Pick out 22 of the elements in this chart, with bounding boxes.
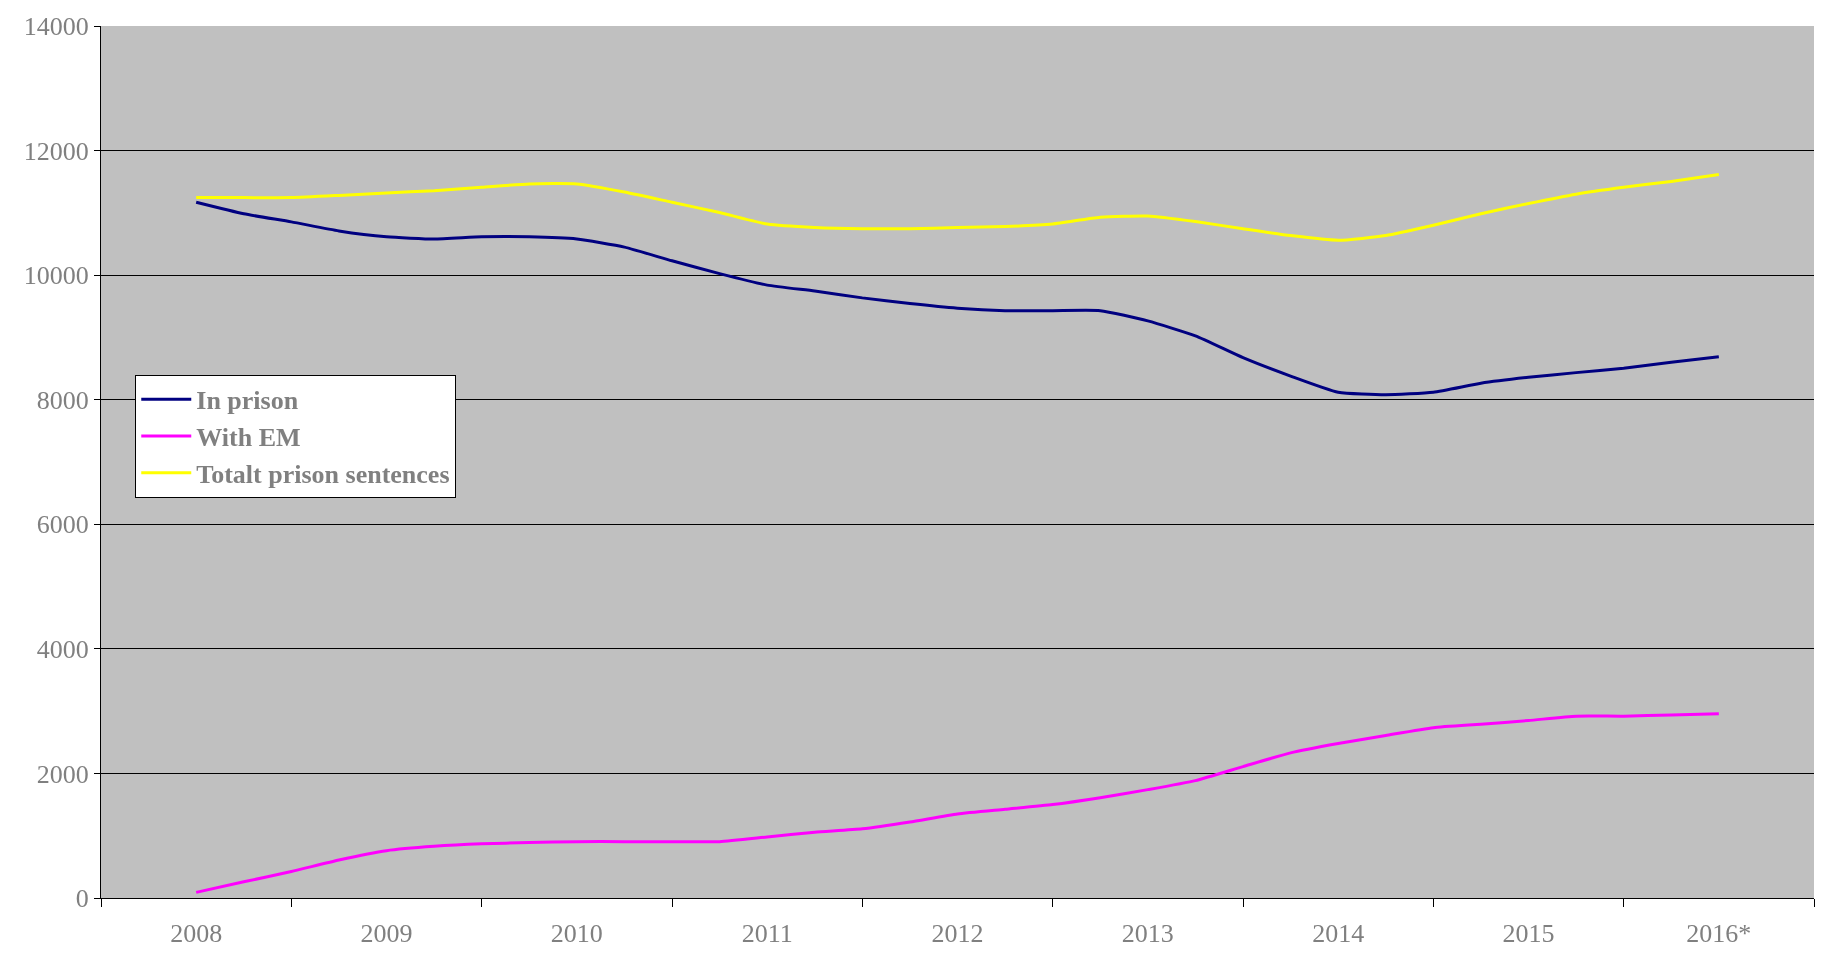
y-tick-label: 8000 xyxy=(36,385,89,415)
x-tick-label: 2010 xyxy=(550,919,603,949)
y-tick-label: 12000 xyxy=(23,136,89,166)
y-tick-label: 2000 xyxy=(36,759,89,789)
line-series xyxy=(194,173,1721,242)
x-tick-label: 2016* xyxy=(1686,919,1752,949)
legend-label: In prison xyxy=(196,386,299,416)
y-tick-label: 4000 xyxy=(36,634,89,664)
x-tick-label: 2012 xyxy=(931,919,984,949)
legend-label: With EM xyxy=(196,423,301,453)
line-series xyxy=(194,712,1721,894)
y-tick-label: 14000 xyxy=(23,12,89,42)
x-tick-label: 2009 xyxy=(360,919,413,949)
y-tick-label: 6000 xyxy=(36,510,89,540)
x-tick-label: 2008 xyxy=(170,919,223,949)
x-tick-label: 2011 xyxy=(741,919,793,949)
x-tick-label: 2014 xyxy=(1312,919,1365,949)
y-tick-label: 10000 xyxy=(23,261,89,291)
x-tick-label: 2015 xyxy=(1502,919,1555,949)
legend-label: Totalt prison sentences xyxy=(196,459,450,489)
y-tick-label: 0 xyxy=(75,884,89,914)
x-tick-label: 2013 xyxy=(1121,919,1174,949)
